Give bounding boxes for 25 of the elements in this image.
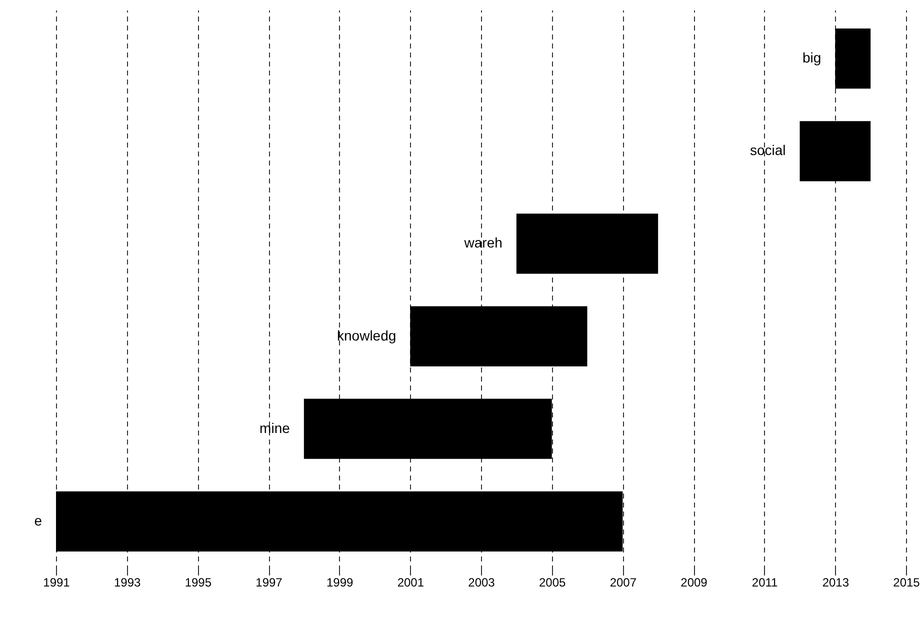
- x-tick-label: 2007: [610, 576, 637, 590]
- bar: [410, 306, 588, 366]
- x-tick-label: 1999: [326, 576, 354, 590]
- y-tick-label: big: [802, 50, 822, 66]
- x-tick-label: 2001: [397, 576, 424, 590]
- y-tick-label: mine: [260, 420, 290, 436]
- bar: [835, 28, 871, 89]
- x-tick-label: 2009: [680, 576, 708, 590]
- x-tick-label: 1995: [184, 576, 212, 590]
- y-tick-label: social: [750, 142, 786, 158]
- x-tick-label: 2015: [893, 576, 920, 590]
- x-tick-label: 2011: [752, 576, 778, 590]
- y-tick-label: knowledg: [337, 327, 396, 344]
- x-tick-label: 2013: [822, 576, 850, 590]
- y-tick-label: e: [34, 512, 42, 528]
- bar: [800, 121, 871, 182]
- y-tick-label: wareh: [463, 234, 502, 251]
- x-tick-label: 1991: [43, 576, 70, 590]
- bar: [516, 214, 658, 274]
- x-tick-label: 1993: [114, 576, 142, 590]
- x-tick-label: 2005: [538, 576, 566, 590]
- x-tick-label: 1997: [256, 576, 283, 590]
- bar: [56, 491, 623, 552]
- bar: [304, 398, 552, 459]
- x-tick-label: 2003: [468, 576, 496, 590]
